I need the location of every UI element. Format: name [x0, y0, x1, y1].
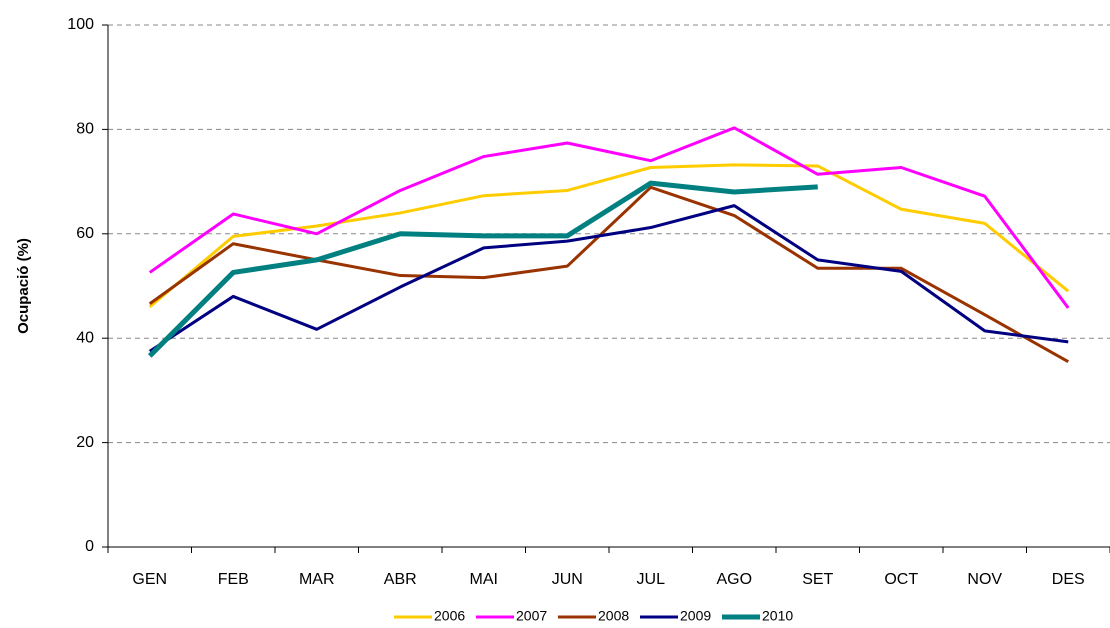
x-tick-label: MAR	[299, 571, 335, 588]
series-line	[147, 180, 818, 358]
x-tick-label: MAI	[470, 571, 498, 588]
series-line	[148, 126, 1070, 309]
y-tick-label: 60	[76, 225, 94, 242]
x-tick-label: FEB	[218, 571, 249, 588]
x-tick-label: OCT	[884, 571, 918, 588]
series-line	[148, 163, 1070, 309]
y-tick-label: 80	[76, 121, 94, 138]
y-tick-label: 0	[85, 538, 94, 555]
legend-label: 2007	[516, 608, 547, 624]
series-line	[148, 204, 1069, 353]
y-tick-label: 20	[76, 434, 94, 451]
legend-label: 2008	[598, 608, 629, 624]
series-line	[148, 185, 1069, 363]
y-axis-label: Ocupació (%)	[15, 238, 32, 334]
x-tick-label: GEN	[132, 571, 167, 588]
legend-label: 2009	[680, 608, 711, 624]
y-tick-label: 40	[76, 329, 94, 346]
legend-label: 2010	[762, 608, 793, 624]
x-tick-label: SET	[802, 571, 833, 588]
legend-label: 2006	[434, 608, 465, 624]
x-tick-label: NOV	[967, 571, 1002, 588]
x-tick-label: DES	[1052, 571, 1085, 588]
x-tick-label: AGO	[716, 571, 752, 588]
x-tick-label: ABR	[384, 571, 417, 588]
y-tick-label: 100	[67, 16, 94, 33]
x-tick-label: JUL	[637, 571, 666, 588]
x-tick-label: JUN	[552, 571, 583, 588]
